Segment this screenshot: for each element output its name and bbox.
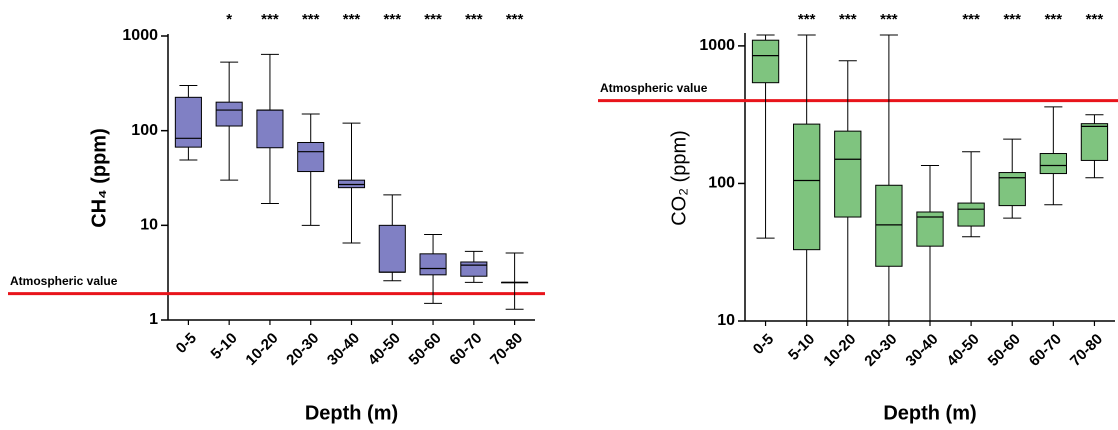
significance: *** (343, 11, 361, 28)
x-tick-label: 50-60 (985, 331, 1024, 370)
significance: *** (962, 11, 980, 28)
x-tick-label: 10-20 (242, 330, 281, 369)
y-tick-label: 10 (717, 312, 735, 329)
significance: *** (506, 11, 524, 28)
significance: *** (798, 11, 816, 28)
significance: *** (384, 11, 402, 28)
y-tick-label: 100 (708, 175, 735, 192)
box (256, 109, 284, 149)
box (460, 261, 488, 277)
x-tick-label: 40-50 (944, 331, 983, 370)
significance: *** (1003, 11, 1021, 28)
x-axis-title: Depth (m) (883, 402, 976, 424)
box (1080, 123, 1109, 161)
x-tick-label: 0-5 (750, 331, 777, 358)
y-tick-label: 100 (131, 122, 158, 139)
box (793, 123, 821, 251)
significance: *** (1086, 11, 1104, 28)
significance: *** (302, 11, 320, 28)
box (297, 141, 325, 173)
box (957, 202, 985, 227)
box (419, 253, 447, 276)
reference-label: Atmospheric value (600, 81, 708, 95)
significance: *** (1045, 11, 1063, 28)
x-tick-label: 10-20 (820, 331, 859, 370)
y-axis-title: CO₂ (ppm) (668, 130, 690, 226)
significance: *** (261, 11, 279, 28)
x-tick-label: 5-10 (785, 331, 818, 364)
x-tick-label: 50-60 (406, 330, 445, 369)
significance: * (226, 11, 232, 28)
x-tick-label: 70-80 (1067, 331, 1106, 370)
box (875, 184, 903, 267)
box (1039, 153, 1067, 175)
x-tick-label: 70-80 (487, 330, 526, 369)
reference-label: Atmospheric value (10, 274, 118, 288)
box (215, 101, 243, 127)
x-tick-label: 60-70 (446, 330, 485, 369)
box (378, 224, 406, 273)
x-tick-label: 30-40 (324, 330, 363, 369)
significance: *** (839, 11, 857, 28)
x-tick-label: 0-5 (173, 330, 200, 357)
box (751, 39, 780, 84)
x-tick-label: 30-40 (902, 331, 941, 370)
x-tick-label: 40-50 (365, 330, 404, 369)
significance: *** (465, 11, 483, 28)
y-tick-label: 1 (149, 311, 158, 328)
y-tick-label: 1000 (122, 27, 158, 44)
x-tick-label: 20-30 (861, 331, 900, 370)
significance: *** (880, 11, 898, 28)
box (174, 96, 202, 148)
significance: *** (424, 11, 442, 28)
x-tick-label: 60-70 (1026, 331, 1065, 370)
x-axis-title: Depth (m) (305, 402, 398, 424)
y-axis-title: CH₄ (ppm) (88, 128, 110, 228)
x-tick-label: 5-10 (208, 330, 241, 363)
y-tick-label: 10 (140, 217, 158, 234)
box (916, 211, 944, 247)
x-tick-label: 20-30 (283, 330, 322, 369)
box (834, 130, 862, 218)
y-tick-label: 1000 (699, 37, 735, 54)
